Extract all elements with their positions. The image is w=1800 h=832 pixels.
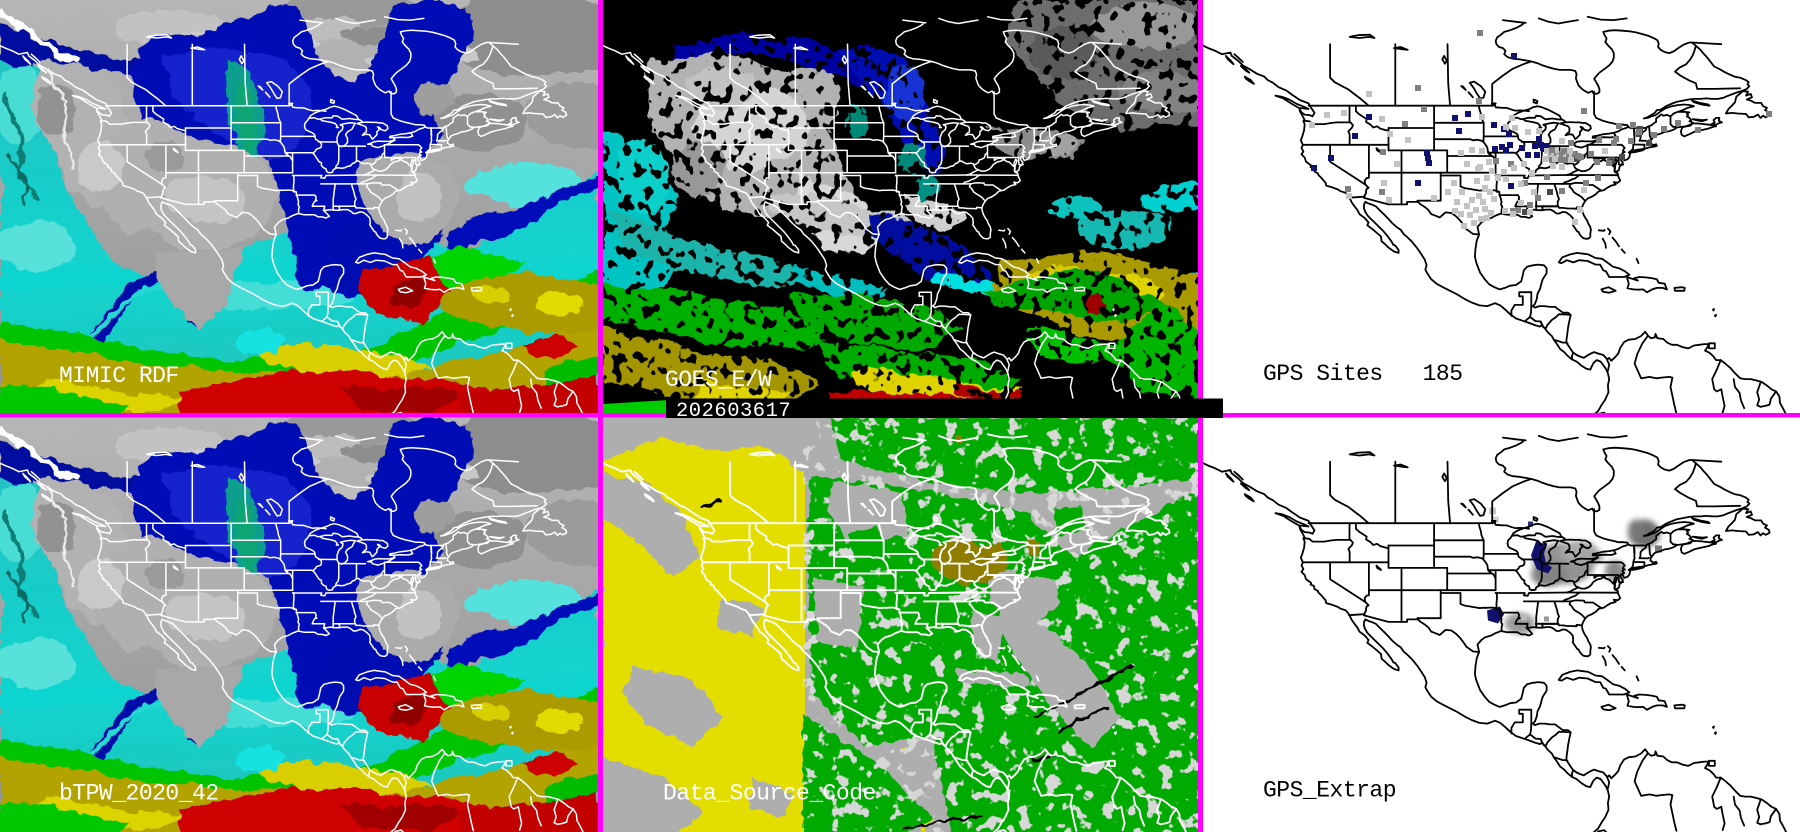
svg-text:202603617: 202603617 [676, 400, 791, 423]
svg-text:Data_Source_Code: Data_Source_Code [663, 781, 876, 807]
svg-text:MIMIC RDF: MIMIC RDF [59, 363, 179, 389]
svg-text:GPS Sites 185: GPS Sites 185 [1263, 361, 1463, 387]
svg-text:GPS_Extrap: GPS_Extrap [1263, 778, 1396, 804]
svg-text:bTPW_2020_42: bTPW_2020_42 [59, 781, 219, 807]
svg-text:GOES_E/W: GOES_E/W [665, 367, 772, 393]
